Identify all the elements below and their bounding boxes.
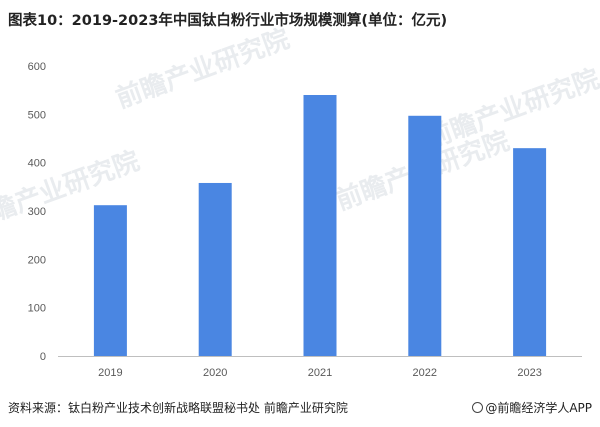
x-tick-label: 2023 [517,367,541,379]
x-axis-ticks: 2019 2020 2021 2022 2023 [98,367,542,379]
x-tick-label: 2019 [98,367,122,379]
y-tick-label: 600 [28,61,46,73]
chart-title: 图表10：2019-2023年中国钛白粉行业市场规模测算(单位：亿元) [8,13,448,29]
bar-2020 [198,182,232,356]
brand-credit: @前瞻经济学人APP [472,399,592,416]
bar-2021 [303,95,337,356]
brand-logo-icon [472,402,484,413]
watermark: 前瞻产业研究院 [112,23,294,114]
y-tick-label: 500 [28,109,46,121]
x-tick-label: 2022 [413,367,437,379]
bar-2022 [408,115,442,357]
watermark-layer: 前瞻产业研究院前瞻产业研究院前瞻产业研究院前瞻产业研究院 [0,23,600,236]
y-tick-label: 400 [28,158,46,170]
y-tick-label: 100 [28,303,46,315]
brand-label: @前瞻经济学人APP [485,401,592,415]
y-axis-ticks: 0 100 200 300 400 500 600 [28,61,46,363]
bars [93,95,547,357]
x-tick-label: 2021 [308,367,332,379]
bar-2023 [513,148,547,356]
bar-2019 [93,205,127,356]
y-tick-label: 300 [28,206,46,218]
y-tick-label: 200 [28,254,46,266]
x-tick-label: 2020 [203,367,227,379]
watermark: 前瞻产业研究院 [422,63,600,154]
y-tick-label: 0 [40,351,46,363]
source-note: 资料来源：钛白粉产业技术创新战略联盟秘书处 前瞻产业研究院 [8,401,348,415]
